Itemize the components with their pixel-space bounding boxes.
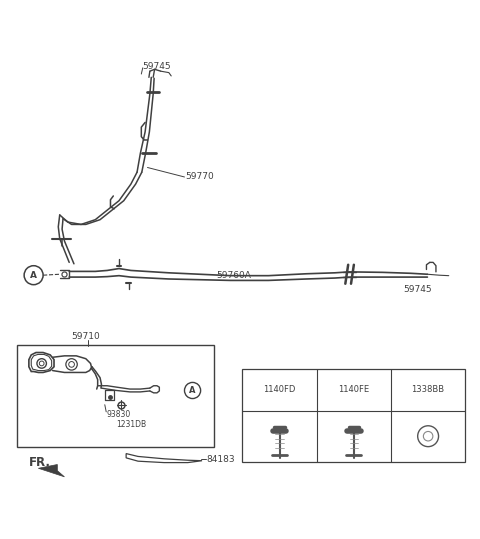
Polygon shape <box>38 465 64 477</box>
Text: 59745: 59745 <box>404 286 432 294</box>
Text: 1140FE: 1140FE <box>338 385 370 395</box>
Text: FR.: FR. <box>29 456 51 469</box>
Text: 59770: 59770 <box>185 172 214 182</box>
Text: A: A <box>30 271 37 280</box>
Text: 59710: 59710 <box>72 333 100 341</box>
Text: 1231DB: 1231DB <box>117 420 147 429</box>
Bar <box>242 369 466 461</box>
Text: 59760A: 59760A <box>216 271 251 280</box>
Text: A: A <box>189 386 196 395</box>
Text: 93830: 93830 <box>106 410 131 419</box>
Text: 59745: 59745 <box>143 62 171 71</box>
Text: 1140FD: 1140FD <box>264 385 296 395</box>
Text: 84183: 84183 <box>207 455 235 464</box>
Text: 1338BB: 1338BB <box>411 385 444 395</box>
Bar <box>17 345 214 447</box>
